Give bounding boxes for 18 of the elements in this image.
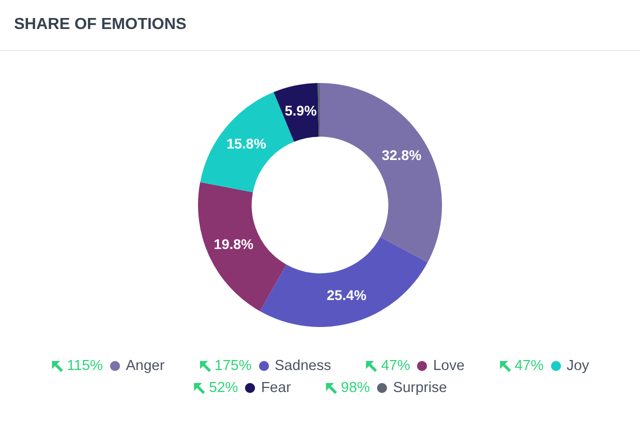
text: 47% [514, 358, 544, 374]
text: 52% [209, 380, 238, 396]
chart-title: SHARE OF EMOTIONS [14, 16, 186, 34]
text: 47% [381, 358, 410, 374]
data-label: 15.8% [226, 136, 267, 152]
legend-label: Anger [126, 358, 165, 374]
data-label: 19.8% [214, 236, 254, 252]
data-label: 32.8% [382, 146, 422, 163]
text: 115% [66, 358, 103, 374]
legend-label: Love [433, 358, 465, 374]
data-label: 25.4% [326, 287, 367, 304]
text: 98% [340, 380, 370, 396]
legend-label: Fear [261, 380, 291, 396]
legend-label: Joy [566, 358, 590, 374]
legend-label: Sadness [274, 358, 332, 374]
text: 175% [214, 358, 252, 374]
data-label: 5.9% [284, 102, 318, 119]
legend-label: Surprise [392, 380, 447, 396]
